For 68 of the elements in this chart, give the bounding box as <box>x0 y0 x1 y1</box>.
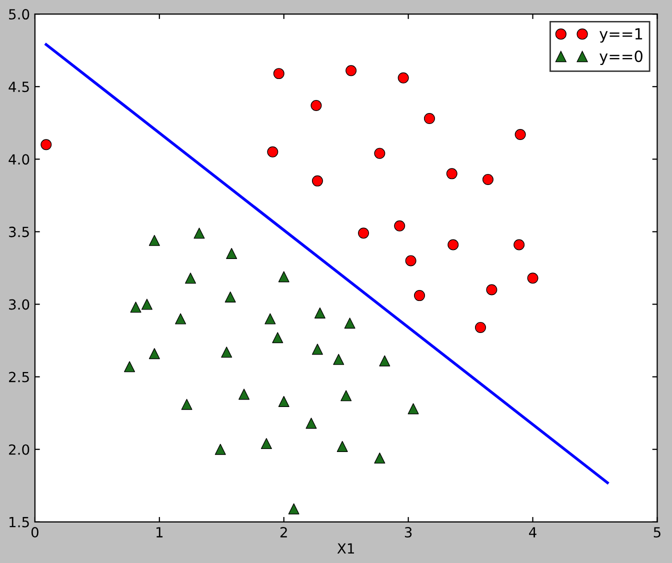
y-tick-label: 5.0 <box>9 9 30 20</box>
point <box>272 332 284 344</box>
point <box>346 65 357 76</box>
point <box>333 354 344 365</box>
point <box>408 403 419 414</box>
point <box>226 248 238 259</box>
point <box>514 129 526 140</box>
point <box>221 346 232 358</box>
x-tick-label: 3 <box>404 527 412 538</box>
point <box>40 139 52 150</box>
point <box>414 290 426 302</box>
point <box>264 313 276 324</box>
x-tick-label: 1 <box>156 527 163 538</box>
point <box>260 438 272 450</box>
point <box>374 148 386 159</box>
point <box>224 292 236 303</box>
point <box>148 234 160 246</box>
point <box>394 220 406 232</box>
point <box>306 418 317 429</box>
point <box>310 100 322 111</box>
point <box>482 174 494 185</box>
point <box>194 228 205 239</box>
point <box>238 388 250 400</box>
point <box>148 348 160 360</box>
point <box>278 271 290 282</box>
point <box>124 361 136 372</box>
legend-label: y==0 <box>600 50 642 66</box>
point <box>486 284 498 296</box>
point <box>358 228 370 239</box>
legend-label: y==1 <box>600 28 642 43</box>
point <box>514 239 525 250</box>
point <box>448 239 459 250</box>
point <box>379 355 390 366</box>
point <box>278 396 290 407</box>
x-tick-label: 2 <box>280 527 287 538</box>
point <box>185 272 196 284</box>
point <box>273 68 284 80</box>
y-tick-label: 3.5 <box>9 226 29 238</box>
point <box>312 175 323 186</box>
point <box>340 390 352 402</box>
y-tick-label: 1.5 <box>10 517 29 528</box>
point <box>344 318 356 329</box>
point <box>130 302 142 313</box>
y-tick-label: 4.0 <box>8 154 30 165</box>
y-tick-label: 4.5 <box>8 82 29 92</box>
point <box>474 322 486 333</box>
y-tick-label: 2.5 <box>9 372 29 382</box>
point <box>405 255 416 266</box>
y-tick-label: 3.0 <box>9 299 30 310</box>
point <box>312 344 323 355</box>
point <box>527 272 538 284</box>
point <box>288 503 300 514</box>
point <box>267 146 278 158</box>
point <box>336 440 348 452</box>
point <box>314 307 326 318</box>
point <box>141 298 152 310</box>
x-tick-label: 5 <box>654 527 660 538</box>
point <box>181 398 192 410</box>
x-axis-title: X1 <box>337 543 354 554</box>
point <box>398 72 409 84</box>
x-tick-label: 0 <box>31 527 38 538</box>
point <box>175 313 186 324</box>
point <box>424 113 435 124</box>
point <box>446 168 458 180</box>
point <box>374 452 386 464</box>
y-tick-label: 2.0 <box>9 444 30 455</box>
x-tick-label: 4 <box>529 527 536 538</box>
point <box>214 444 226 455</box>
